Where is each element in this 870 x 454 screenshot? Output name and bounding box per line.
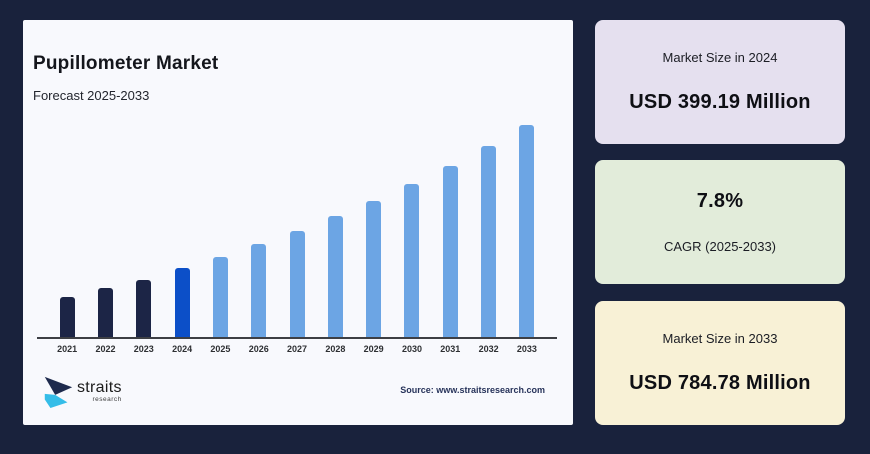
bar-2029 xyxy=(366,200,382,337)
bar-slot-2024 xyxy=(163,125,201,337)
x-tick-2029: 2029 xyxy=(363,344,384,354)
straits-research-logo: straits research xyxy=(41,374,122,410)
x-tick-2025: 2025 xyxy=(210,344,231,354)
bar-2027 xyxy=(289,230,305,337)
logo-text: straits research xyxy=(77,380,122,404)
bar-slot-2023 xyxy=(125,125,163,337)
x-tick-2026: 2026 xyxy=(248,344,269,354)
x-tick-2028: 2028 xyxy=(325,344,346,354)
x-tick-2024: 2024 xyxy=(172,344,193,354)
source-attribution: Source: www.straitsresearch.com xyxy=(400,385,545,395)
x-tick-2021: 2021 xyxy=(57,344,78,354)
bar-slot-2022 xyxy=(86,125,124,337)
stat-card-market-size-2024: Market Size in 2024 USD 399.19 Million xyxy=(595,20,845,144)
bar-2033 xyxy=(519,125,535,337)
bar-slot-2026 xyxy=(240,125,278,337)
x-tick-2023: 2023 xyxy=(133,344,154,354)
bar-2026 xyxy=(251,244,267,337)
x-tick-2027: 2027 xyxy=(287,344,308,354)
bar-2025 xyxy=(212,256,228,337)
chart-panel: Pupillometer Market Forecast 2025-2033 2… xyxy=(23,20,573,425)
bar-slot-2029 xyxy=(355,125,393,337)
bar-2024 xyxy=(174,268,190,337)
chart-subtitle: Forecast 2025-2033 xyxy=(33,88,150,103)
bar-2023 xyxy=(136,279,152,337)
bar-2031 xyxy=(442,165,458,337)
straits-logo-icon xyxy=(44,376,73,409)
bar-2032 xyxy=(481,146,497,337)
stat-card-label: Market Size in 2033 xyxy=(662,331,778,346)
bar-2028 xyxy=(327,216,343,337)
x-tick-2031: 2031 xyxy=(440,344,461,354)
bar-slot-2021 xyxy=(48,125,86,337)
x-tick-2022: 2022 xyxy=(95,344,116,354)
bar-slot-2032 xyxy=(469,125,507,337)
stat-card-cagr: 7.8% CAGR (2025-2033) xyxy=(595,160,845,284)
bar-2030 xyxy=(404,183,420,337)
stat-card-value: USD 399.19 Million xyxy=(629,91,811,113)
x-axis-line xyxy=(37,337,557,339)
bar-slot-2033 xyxy=(508,125,546,337)
x-tick-2030: 2030 xyxy=(401,344,422,354)
plot-area xyxy=(48,125,546,337)
stat-card-market-size-2033: Market Size in 2033 USD 784.78 Million xyxy=(595,301,845,425)
logo-subtitle: research xyxy=(92,396,122,403)
bar-slot-2027 xyxy=(278,125,316,337)
stat-card-label: CAGR (2025-2033) xyxy=(664,239,776,254)
x-axis-labels: 2021 2022 2023 2024 2025 2026 2027 2028 2029 2030… xyxy=(48,344,546,354)
chart-title: Pupillometer Market xyxy=(33,53,219,74)
bar-2022 xyxy=(97,288,113,337)
bar-2021 xyxy=(59,297,75,337)
x-tick-2032: 2032 xyxy=(478,344,499,354)
logo-name: straits xyxy=(77,379,122,396)
stat-card-value: 7.8% xyxy=(696,190,744,212)
stat-card-value: USD 784.78 Million xyxy=(629,372,811,394)
bar-slot-2028 xyxy=(316,125,354,337)
bar-slot-2025 xyxy=(201,125,239,337)
x-tick-2033: 2033 xyxy=(516,344,537,354)
stat-card-label: Market Size in 2024 xyxy=(662,50,778,65)
bar-slot-2030 xyxy=(393,125,431,337)
bar-slot-2031 xyxy=(431,125,469,337)
